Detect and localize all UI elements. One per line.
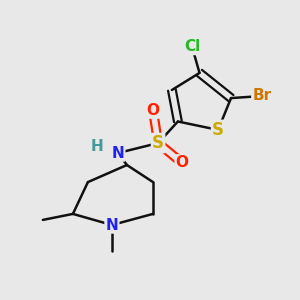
Text: N: N xyxy=(112,146,124,160)
Text: O: O xyxy=(146,103,160,118)
Text: S: S xyxy=(212,121,224,139)
Text: N: N xyxy=(106,218,118,232)
Text: O: O xyxy=(176,155,189,170)
Text: Br: Br xyxy=(252,88,272,104)
Text: Cl: Cl xyxy=(184,39,200,54)
Text: S: S xyxy=(152,134,164,152)
Text: H: H xyxy=(91,139,103,154)
